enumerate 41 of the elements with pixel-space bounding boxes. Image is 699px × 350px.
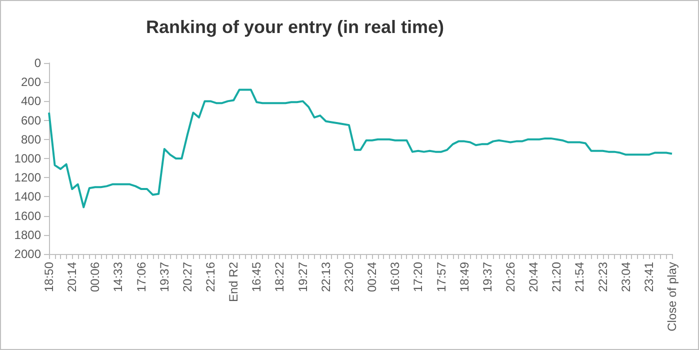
x-tick-label: 19:27 bbox=[296, 262, 310, 292]
x-tick-label: 21:20 bbox=[550, 262, 564, 292]
y-tick-label: 400 bbox=[20, 94, 42, 108]
x-tick-label: 16:03 bbox=[388, 262, 402, 292]
x-tick-label: 20:26 bbox=[503, 262, 518, 292]
x-tick-label: 22:16 bbox=[204, 262, 218, 292]
y-tick-label: 1400 bbox=[14, 190, 42, 204]
x-tick-label: 22:23 bbox=[596, 262, 610, 292]
x-tick-label: 19:37 bbox=[480, 262, 494, 292]
x-tick-label: 20:27 bbox=[180, 262, 194, 292]
x-tick-label: 17:20 bbox=[411, 262, 426, 292]
x-tick-label: 23:04 bbox=[618, 262, 633, 292]
x-tick-label: 18:50 bbox=[42, 262, 56, 292]
line-series bbox=[48, 88, 673, 208]
x-tick-label: 21:54 bbox=[572, 262, 587, 292]
x-tick-label: 20:14 bbox=[65, 262, 80, 292]
y-tick-label: 800 bbox=[20, 132, 42, 146]
y-tick-label: 1800 bbox=[14, 228, 42, 242]
x-tick-label: 17:06 bbox=[134, 262, 148, 292]
x-tick-label: 20:44 bbox=[526, 262, 541, 292]
x-tick-label: 14:33 bbox=[111, 262, 126, 292]
x-tick-label: 18:49 bbox=[457, 262, 472, 292]
y-tick-label: 0 bbox=[34, 56, 42, 70]
x-tick-label: 00:06 bbox=[88, 262, 102, 292]
x-tick-label: Close of play bbox=[665, 262, 679, 332]
x-tick-label: 17:57 bbox=[434, 262, 448, 292]
x-tick-label: End R2 bbox=[226, 262, 241, 302]
y-tick-label: 1200 bbox=[14, 170, 42, 185]
x-tick-label: 23:41 bbox=[642, 262, 656, 292]
y-tick-label: 2000 bbox=[14, 247, 42, 261]
x-tick-label: 00:24 bbox=[365, 262, 380, 292]
y-tick-label: 600 bbox=[20, 113, 42, 128]
y-tick-label: 1000 bbox=[14, 152, 42, 166]
x-tick-label: 18:22 bbox=[272, 262, 287, 292]
x-tick-label: 22:13 bbox=[318, 262, 333, 292]
y-tick-label: 1600 bbox=[14, 208, 42, 223]
x-tick-label: 16:45 bbox=[250, 262, 264, 292]
y-tick-label: 200 bbox=[20, 75, 42, 90]
x-tick-label: 23:20 bbox=[342, 262, 356, 292]
chart-title: Ranking of your entry (in real time) bbox=[146, 17, 444, 37]
x-tick-label: 19:37 bbox=[157, 262, 172, 292]
